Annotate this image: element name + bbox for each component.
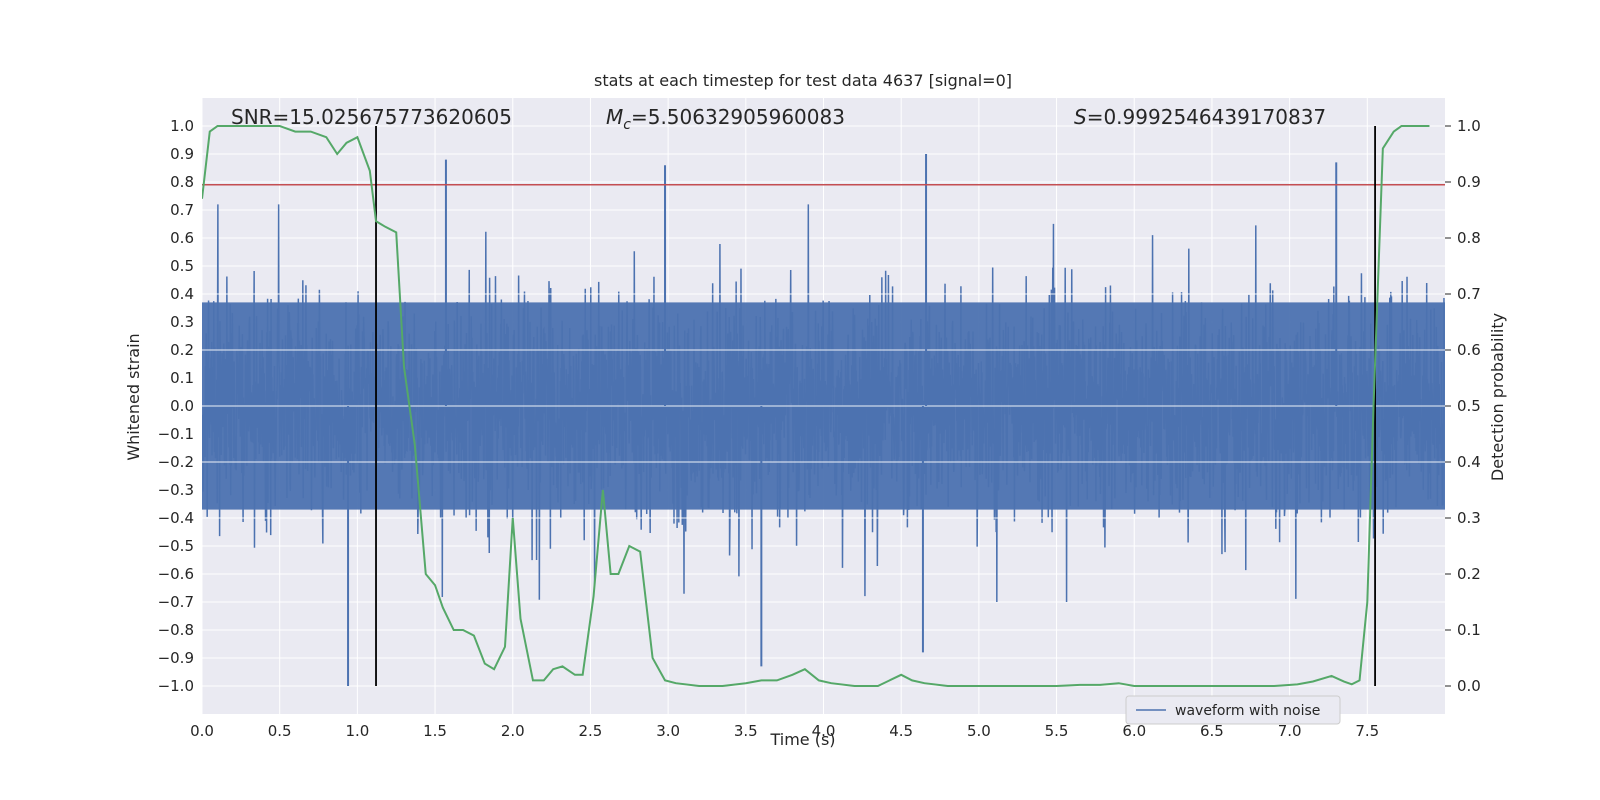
chirp-mass-annotation: Mc=5.50632905960083 — [606, 105, 845, 133]
y-tick-label: 0.2 — [170, 341, 194, 359]
legend-label: waveform with noise — [1175, 703, 1320, 719]
x-tick-label: 3.0 — [656, 722, 680, 740]
legend-box — [1125, 695, 1341, 725]
chirp-mass-value: =5.50632905960083 — [631, 105, 845, 129]
y2-tick-label: 0.9 — [1457, 173, 1481, 191]
x-tick-label: 6.5 — [1200, 722, 1224, 740]
legend: waveform with noise — [1125, 695, 1341, 725]
statistic-annotation: S=0.9992546439170837 — [1074, 105, 1326, 129]
x-tick-label: 4.0 — [812, 722, 836, 740]
chart-title: stats at each timestep for test data 463… — [594, 71, 1012, 90]
x-tick-label: 0.5 — [268, 722, 292, 740]
x-axis-ticks: 0.0 0.5 1.0 1.5 2.0 2.5 3.0 3.5 4.0 4.5 5.0 5.5 6.0 6… — [190, 722, 1379, 740]
y2-tick-label: 0.8 — [1457, 229, 1481, 247]
y2-tick-label: 1.0 — [1457, 117, 1481, 135]
x-tick-label: 7.5 — [1355, 722, 1379, 740]
y2-tick-label: 0.0 — [1457, 677, 1481, 695]
y-tick-label: −1.0 — [158, 677, 194, 695]
statistic-value: =0.9992546439170837 — [1087, 105, 1326, 129]
y-tick-label: −0.4 — [158, 509, 194, 527]
y-tick-label: 0.3 — [170, 313, 194, 331]
y-tick-label: 0.1 — [170, 369, 194, 387]
y-tick-label: −0.8 — [158, 621, 194, 639]
y2-axis-ticks: 0.0 0.1 0.2 0.3 0.4 0.5 0.6 0.7 0.8 0.9 1.0 — [1445, 117, 1481, 695]
y-tick-label: −0.2 — [158, 453, 194, 471]
y-tick-label: −0.1 — [158, 425, 194, 443]
y-tick-label: 0.6 — [170, 229, 194, 247]
chirp-mass-symbol: M — [606, 105, 623, 129]
y2-tick-label: 0.1 — [1457, 621, 1481, 639]
y-tick-label: −0.9 — [158, 649, 194, 667]
x-tick-label: 1.0 — [345, 722, 369, 740]
waveform-series — [202, 154, 1445, 686]
y-axis-label: Whitened strain — [124, 333, 143, 460]
chirp-mass-subscript: c — [623, 117, 631, 133]
y-tick-label: 0.9 — [170, 145, 194, 163]
x-tick-label: 2.0 — [501, 722, 525, 740]
x-tick-label: 1.5 — [423, 722, 447, 740]
y-tick-label: 0.8 — [170, 173, 194, 191]
y-tick-label: −0.3 — [158, 481, 194, 499]
y-tick-label: −0.6 — [158, 565, 194, 583]
y2-tick-label: 0.2 — [1457, 565, 1481, 583]
statistic-symbol: S — [1074, 105, 1087, 129]
x-tick-label: 5.0 — [967, 722, 991, 740]
y2-tick-label: 0.6 — [1457, 341, 1481, 359]
y2-axis-label: Detection probability — [1488, 313, 1507, 481]
y-tick-label: −0.7 — [158, 593, 194, 611]
x-tick-label: 5.5 — [1045, 722, 1069, 740]
y-tick-label: 0.5 — [170, 257, 194, 275]
y-tick-label: 0.7 — [170, 201, 194, 219]
y-tick-label: 0.4 — [170, 285, 194, 303]
x-tick-label: 6.0 — [1122, 722, 1146, 740]
y2-tick-label: 0.7 — [1457, 285, 1481, 303]
x-tick-label: 0.0 — [190, 722, 214, 740]
x-axis-label: Time (s) — [769, 730, 835, 749]
overlay-lines — [202, 125, 1445, 687]
detection-probability-line — [202, 125, 1430, 687]
x-tick-label: 3.5 — [734, 722, 758, 740]
y-tick-label: −0.5 — [158, 537, 194, 555]
y2-tick-label: 0.5 — [1457, 397, 1481, 415]
y-tick-label: 1.0 — [170, 117, 194, 135]
x-tick-label: 7.0 — [1278, 722, 1302, 740]
x-tick-label: 4.5 — [889, 722, 913, 740]
y-tick-label: 0.0 — [170, 397, 194, 415]
y2-tick-label: 0.4 — [1457, 453, 1481, 471]
y-axis-ticks: −1.0 −0.9 −0.8 −0.7 −0.6 −0.5 −0.4 −0.3 −0.2 −0.1… — [158, 117, 194, 695]
x-tick-label: 2.5 — [579, 722, 603, 740]
y2-tick-label: 0.3 — [1457, 509, 1481, 527]
snr-annotation: SNR=15.025675773620605 — [231, 105, 512, 129]
